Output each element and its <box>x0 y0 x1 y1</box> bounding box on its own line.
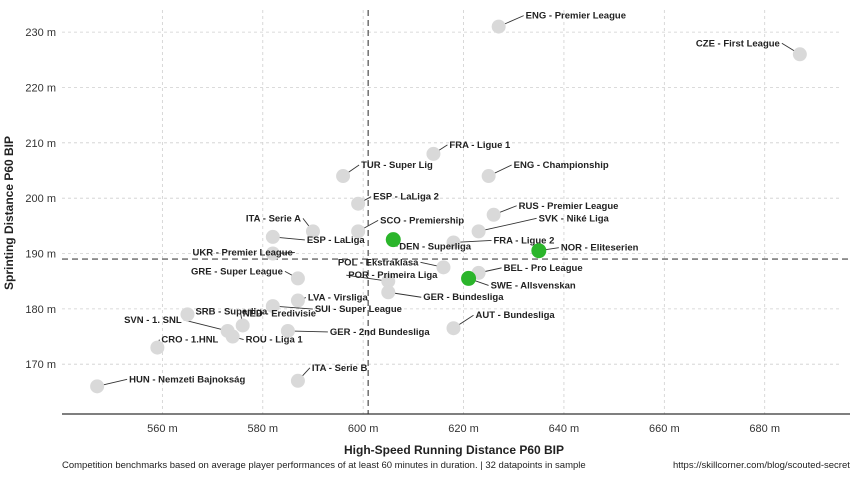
data-point[interactable] <box>461 270 477 286</box>
grid-layer <box>62 10 840 414</box>
data-point[interactable] <box>336 169 351 184</box>
y-tick-label: 230 m <box>25 27 56 39</box>
point-label: GER - Bundesliga <box>423 292 504 303</box>
point-label: SVN - 1. SNL <box>124 315 182 326</box>
x-axis-title: High-Speed Running Distance P60 BIP <box>344 443 564 457</box>
y-axis-title: Sprinting Distance P60 BIP <box>2 136 16 290</box>
point-label: ITA - Serie B <box>312 363 368 374</box>
point-label: FRA - Ligue 2 <box>494 235 555 246</box>
label-leader-line <box>183 319 228 332</box>
point-label: POL - Ekstraklasa <box>338 257 419 268</box>
points-layer <box>90 19 807 394</box>
x-tick-label: 620 m <box>448 423 479 435</box>
point-label: ENG - Premier League <box>526 11 626 22</box>
data-point[interactable] <box>265 229 280 244</box>
point-label: ENG - Championship <box>514 160 609 171</box>
data-point[interactable] <box>90 379 105 394</box>
y-tick-label: 170 m <box>25 359 56 371</box>
y-tick-label: 200 m <box>25 193 56 205</box>
data-point[interactable] <box>280 323 295 338</box>
x-tick-label: 600 m <box>348 423 379 435</box>
data-point[interactable] <box>290 373 305 388</box>
x-tick-label: 660 m <box>649 423 680 435</box>
data-point[interactable] <box>486 207 501 222</box>
footer-note: Competition benchmarks based on average … <box>62 460 586 471</box>
data-point[interactable] <box>351 196 366 211</box>
point-label: SCO - Premiership <box>380 215 464 226</box>
data-point[interactable] <box>381 274 396 289</box>
point-label: GER - 2nd Bundesliga <box>330 327 430 338</box>
data-point[interactable] <box>446 321 461 336</box>
point-label: ITA - Serie A <box>246 213 301 224</box>
point-label: AUT - Bundesliga <box>476 310 556 321</box>
y-tick-label: 220 m <box>25 82 56 94</box>
x-tick-label: 640 m <box>549 423 580 435</box>
reference-lines <box>62 10 850 414</box>
data-point[interactable] <box>265 246 280 261</box>
point-label: SVK - Niké Liga <box>539 213 610 224</box>
data-point[interactable] <box>290 271 305 286</box>
x-tick-label: 580 m <box>247 423 278 435</box>
point-label: UKR - Premier League <box>193 248 293 259</box>
point-label: RUS - Premier League <box>519 201 619 212</box>
data-point[interactable] <box>305 224 320 239</box>
data-point[interactable] <box>481 169 496 184</box>
footer-source: https://skillcorner.com/blog/scouted-sec… <box>673 460 850 471</box>
data-point[interactable] <box>531 243 547 259</box>
data-point[interactable] <box>351 224 366 239</box>
data-point[interactable] <box>385 232 401 248</box>
point-label: ESP - LaLiga <box>307 235 366 246</box>
point-label: TUR - Super Lig <box>361 160 433 171</box>
data-point[interactable] <box>225 329 240 344</box>
data-point[interactable] <box>150 340 165 355</box>
data-point[interactable] <box>381 285 396 300</box>
axis-layer: 560 m 580 m 600 m 620 m 640 m 660 m 680 m 170 m… <box>25 27 850 435</box>
data-point[interactable] <box>180 307 195 322</box>
point-label: CRO - 1.HNL <box>161 335 218 346</box>
point-label: NOR - Eliteserien <box>561 243 639 254</box>
point-label: HUN - Nemzeti Bajnokság <box>129 374 245 385</box>
point-label: SRB - Superliga <box>195 306 268 317</box>
label-leader-line <box>478 217 537 232</box>
label-leader-line <box>346 274 389 282</box>
point-label: ESP - LaLiga 2 <box>373 192 439 203</box>
data-point[interactable] <box>792 47 807 62</box>
data-point[interactable] <box>426 146 441 161</box>
point-label: FRA - Ligue 1 <box>449 140 511 151</box>
point-label: BEL - Pro League <box>504 263 583 274</box>
y-tick-label: 210 m <box>25 138 56 150</box>
data-point[interactable] <box>446 235 461 250</box>
x-tick-label: 680 m <box>749 423 780 435</box>
data-point[interactable] <box>471 224 486 239</box>
point-label: POR - Primeira Liga <box>348 270 438 281</box>
point-label: SWE - Allsvenskan <box>491 280 576 291</box>
point-label: LVA - Virsliga <box>308 293 369 304</box>
y-tick-label: 190 m <box>25 249 56 261</box>
point-label: DEN - Superliga <box>399 242 472 253</box>
data-point[interactable] <box>290 293 305 308</box>
x-tick-label: 560 m <box>147 423 178 435</box>
y-tick-label: 180 m <box>25 304 56 316</box>
point-label: NED - Eredivisie <box>243 308 316 319</box>
data-point[interactable] <box>491 19 506 34</box>
data-point[interactable] <box>235 318 250 333</box>
point-label: SUI - Super League <box>315 304 402 315</box>
data-point[interactable] <box>436 260 451 275</box>
point-labels-layer: ENG - Premier League CZE - First League FR… <box>124 11 780 386</box>
point-label: CZE - First League <box>696 38 780 49</box>
data-point[interactable] <box>265 299 280 314</box>
point-label: GRE - Super League <box>191 266 283 277</box>
point-label: ROU - Liga 1 <box>246 335 304 346</box>
